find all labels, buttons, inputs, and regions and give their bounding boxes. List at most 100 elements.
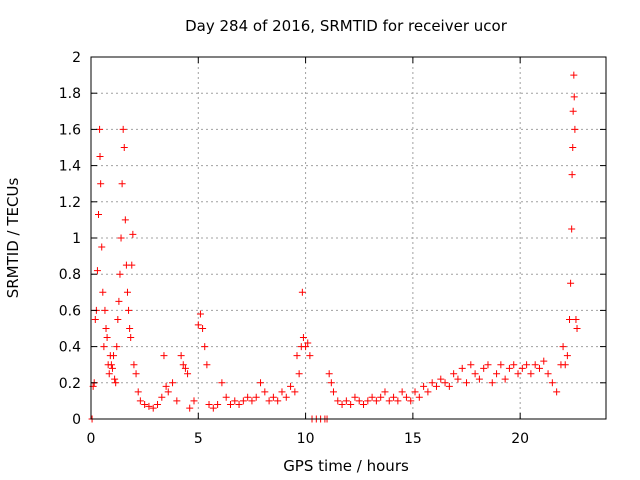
data-point <box>291 388 299 396</box>
data-point <box>295 370 303 378</box>
data-point <box>239 397 247 405</box>
y-tick-label: 0.8 <box>59 267 81 283</box>
y-tick-label: 1.2 <box>59 195 81 211</box>
data-point <box>398 388 406 396</box>
data-point <box>381 388 389 396</box>
data-point <box>108 364 116 372</box>
data-point <box>568 225 576 233</box>
data-point <box>209 404 217 412</box>
data-point <box>527 370 535 378</box>
data-point <box>445 382 453 390</box>
data-point <box>218 379 226 387</box>
y-tick-label: 0.2 <box>59 376 81 392</box>
data-point <box>136 397 144 405</box>
data-point <box>91 315 99 323</box>
data-point <box>437 375 445 383</box>
data-point <box>475 375 483 383</box>
data-point <box>570 71 578 79</box>
data-point <box>368 393 376 401</box>
axis-ticks <box>90 56 606 420</box>
data-point <box>411 388 419 396</box>
data-point <box>269 393 277 401</box>
x-tick-label: 10 <box>297 431 315 447</box>
data-point <box>293 352 301 360</box>
data-point <box>569 144 577 151</box>
data-point <box>158 393 166 401</box>
data-point <box>203 361 211 369</box>
data-point <box>99 288 107 296</box>
x-tick-label: 20 <box>511 431 529 447</box>
data-point <box>377 393 385 401</box>
data-point <box>287 382 295 390</box>
data-point <box>190 397 198 405</box>
data-point <box>154 401 162 409</box>
data-point <box>402 393 410 401</box>
data-point <box>181 364 189 372</box>
data-point <box>121 216 129 224</box>
data-point <box>458 364 466 372</box>
x-axis-label: GPS time / hours <box>283 457 409 475</box>
data-point <box>407 397 415 405</box>
y-tick-label: 0.4 <box>59 340 81 356</box>
x-tick-label: 5 <box>194 431 203 447</box>
data-point <box>196 310 204 318</box>
data-point <box>302 343 310 351</box>
data-point <box>111 375 119 383</box>
data-point <box>126 325 134 332</box>
data-point <box>95 210 103 218</box>
data-point <box>214 401 222 409</box>
data-point <box>101 306 109 314</box>
data-point <box>394 397 402 405</box>
data-point <box>488 379 496 387</box>
data-point <box>432 382 440 390</box>
x-tick-label: 0 <box>87 431 96 447</box>
data-point <box>372 397 380 405</box>
data-point <box>571 125 579 133</box>
y-tick-label: 2 <box>72 50 81 66</box>
data-point <box>325 370 333 378</box>
data-point <box>306 352 314 360</box>
data-point <box>149 404 157 412</box>
data-point <box>484 361 492 369</box>
data-point <box>548 379 556 387</box>
data-point <box>514 370 522 378</box>
data-point <box>173 397 181 405</box>
data-point <box>563 352 571 360</box>
data-point <box>226 401 234 409</box>
data-point <box>160 352 168 360</box>
data-point <box>327 379 335 387</box>
data-point <box>231 397 239 405</box>
data-point <box>118 180 126 188</box>
data-point <box>112 379 120 387</box>
data-point <box>441 379 449 387</box>
data-point <box>235 401 243 409</box>
data-point <box>265 397 273 405</box>
data-point <box>96 153 104 161</box>
data-point <box>125 306 133 314</box>
data-point <box>454 375 462 383</box>
data-point <box>201 343 209 351</box>
data-point <box>103 334 111 342</box>
y-tick-label: 1.6 <box>59 122 81 138</box>
y-tick-label: 0 <box>72 412 81 428</box>
y-tick-label: 1.4 <box>59 159 81 175</box>
data-point <box>145 402 153 410</box>
data-point <box>102 325 110 332</box>
data-point <box>390 393 398 401</box>
data-point <box>566 315 574 323</box>
data-point <box>116 270 124 278</box>
data-point <box>96 125 104 133</box>
data-point <box>184 370 192 378</box>
data-point <box>162 382 170 390</box>
data-point <box>540 357 548 365</box>
data-point <box>355 397 363 405</box>
y-axis-label: SRMTID / TECUs <box>4 178 22 299</box>
data-point <box>535 364 543 372</box>
data-point <box>115 297 123 305</box>
data-point <box>123 288 131 296</box>
data-point <box>510 361 518 369</box>
data-point <box>338 401 346 409</box>
data-point <box>98 243 106 251</box>
data-point <box>114 315 122 323</box>
